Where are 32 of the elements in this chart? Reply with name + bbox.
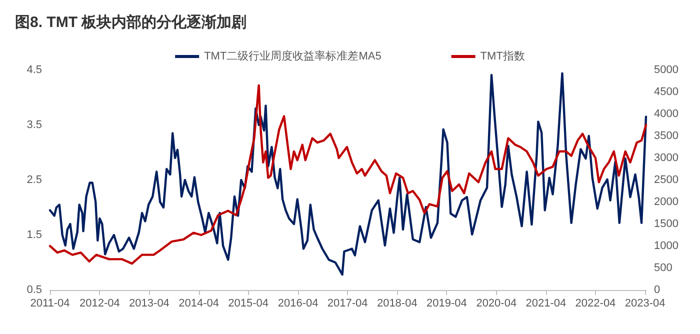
x-tick-label: 2021-04 xyxy=(526,298,566,310)
x-tick-label: 2018-04 xyxy=(376,298,418,310)
y2-tick-label: 2500 xyxy=(654,174,678,186)
y2-tick-label: 4500 xyxy=(654,86,678,98)
legend-label: TMT二级行业周度收益率标准差MA5 xyxy=(204,50,382,62)
y-tick-label: 2.5 xyxy=(26,174,42,186)
y2-tick-label: 1500 xyxy=(654,218,678,230)
x-tick-label: 2022-04 xyxy=(575,298,616,310)
legend-label: TMT指数 xyxy=(480,50,525,62)
x-tick-label: 2013-04 xyxy=(129,298,170,310)
y2-tick-label: 4000 xyxy=(654,108,678,120)
x-tick-label: 2019-04 xyxy=(426,298,467,310)
y2-tick-label: 5000 xyxy=(654,64,678,76)
y-tick-label: 4.5 xyxy=(26,64,42,76)
y2-tick-label: 0 xyxy=(654,284,660,296)
x-tick-label: 2014-04 xyxy=(178,298,219,310)
x-tick-label: 2011-04 xyxy=(30,298,70,310)
y-tick-label: 1.5 xyxy=(26,229,42,241)
x-tick-label: 2017-04 xyxy=(327,298,368,310)
x-tick-label: 2012-04 xyxy=(80,298,120,310)
y2-tick-label: 2000 xyxy=(654,196,678,208)
y2-tick-label: 3000 xyxy=(654,152,678,164)
y-tick-label: 3.5 xyxy=(26,119,42,131)
y2-tick-label: 3500 xyxy=(654,130,678,142)
y2-tick-label: 500 xyxy=(654,262,672,274)
y-tick-label: 0.5 xyxy=(26,284,42,296)
y2-tick-label: 1000 xyxy=(654,240,678,252)
x-tick-label: 2016-04 xyxy=(278,298,318,310)
x-tick-label: 2023-04 xyxy=(624,298,666,310)
x-tick-label: 2020-04 xyxy=(476,298,517,310)
x-tick-label: 2015-04 xyxy=(228,298,269,310)
chart-title: 图8. TMT 板块内部的分化逐渐加剧 xyxy=(15,13,247,31)
